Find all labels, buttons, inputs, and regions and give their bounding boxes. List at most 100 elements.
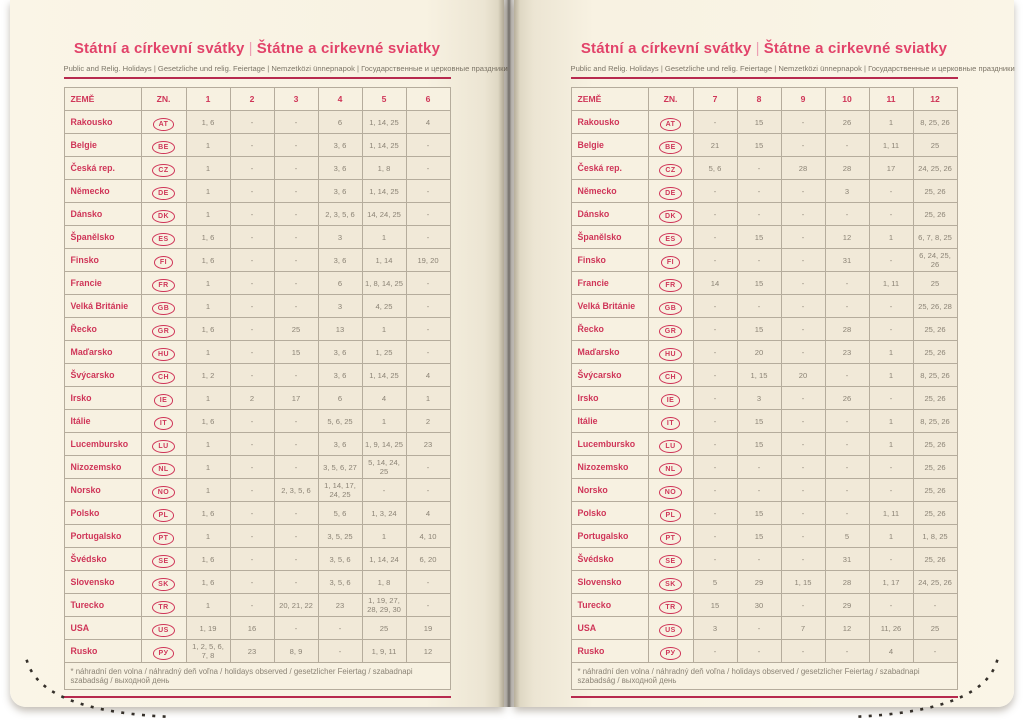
holiday-days-cell: - [824,478,870,502]
table-footnote-row: * náhradní den volna / náhradný deň voľn… [63,662,451,690]
country-name: USA [570,616,649,640]
holiday-days-cell: - [273,179,319,203]
country-name: Itálie [63,409,142,433]
holiday-days-cell: - [692,225,738,249]
country-code-cell: PL [140,501,187,525]
holiday-days-cell: 15 [692,593,738,617]
table-row: Lucembursko LU -15- -1 25, 26 [570,432,958,456]
holiday-days-cell: 3, 6 [317,156,363,180]
table-row: Turecko TR 1-20, 21, 22 23 1, 19, 27, 28, 29… [63,593,451,617]
holiday-days-cell: - [736,616,782,640]
country-code-badge: AT [659,118,682,132]
country-code-cell: IE [647,386,694,410]
country-name: Francie [63,271,142,295]
country-name: Belgie [63,133,142,157]
holiday-days-cell: 25 [912,271,958,295]
holiday-days-cell: - [317,616,363,640]
country-code-cell: DK [647,202,694,226]
country-code-badge: FR [659,279,682,293]
holiday-days-cell: 6, 24, 25, 26 [912,248,958,272]
holiday-days-cell: 24, 25, 26 [912,156,958,180]
holiday-days-cell: - [229,409,275,433]
holiday-days-cell: - [273,156,319,180]
holiday-days-cell: 1 [405,386,451,410]
holiday-days-cell: 25, 26 [912,179,958,203]
holiday-days-cell: - [229,501,275,525]
country-code-cell: HU [140,340,187,364]
holiday-days-cell: 5, 14, 24, 25 [361,455,407,479]
country-name: Norsko [570,478,649,502]
page-title-czech: Státní a církevní svátky [580,40,752,57]
country-code-cell: CZ [140,156,187,180]
holiday-days-cell: 6, 20 [405,547,451,571]
country-name: Nizozemsko [63,455,142,479]
holiday-days-cell: - [780,202,826,226]
holiday-days-cell: 15 [736,110,782,134]
holiday-days-cell: 5, 6, 25 [317,409,363,433]
holiday-days-cell: 6 [317,386,363,410]
table-row: Itálie IT -15- -1 8, 25, 26 [570,409,958,433]
country-name: Rakousko [570,110,649,134]
country-code-cell: IE [140,386,187,410]
holiday-days-cell: - [736,478,782,502]
holiday-days-cell: - [229,179,275,203]
country-code-badge: AT [152,118,175,132]
holiday-days-cell: - [405,455,451,479]
country-name: Nizozemsko [570,455,649,479]
holiday-days-cell: - [824,294,870,318]
country-code-cell: GR [140,317,187,341]
holiday-days-cell: - [824,501,870,525]
holiday-days-cell: 1 [361,317,407,341]
holiday-days-cell: - [780,639,826,663]
holiday-days-cell: 25, 26 [912,340,958,364]
holiday-days-cell: - [273,110,319,134]
holiday-days-cell: 1, 15 [736,363,782,387]
holiday-days-cell: 14, 24, 25 [361,202,407,226]
country-code-badge: ES [659,233,682,247]
holidays-table-second-half: ZEMĚ ZN. 7 8 9 10 11 12 Rakousko AT -15-26 1 8, 25, … [570,87,958,690]
holiday-days-cell: 2, 3, 5, 6 [317,202,363,226]
holiday-days-cell: 1, 8, 14, 25 [361,271,407,295]
country-code-cell: SE [647,547,694,571]
holiday-days-cell: 25 [912,616,958,640]
table-row: Slovensko SK 1, 6- -3, 5, 6 1, 8- [63,570,451,594]
table-row: Maďarsko HU -20-23 1 25, 26 [570,340,958,364]
country-code-badge: NO [658,486,683,500]
holiday-days-cell: 15 [736,225,782,249]
holiday-days-cell: - [692,524,738,548]
holiday-days-cell: 5, 6 [317,501,363,525]
holiday-days-cell: - [736,639,782,663]
holiday-days-cell: 3, 5, 6, 27 [317,455,363,479]
holiday-days-cell: - [780,110,826,134]
holiday-days-cell: 3, 6 [317,363,363,387]
holiday-days-cell: - [405,225,451,249]
country-code-cell: PT [647,524,694,548]
holiday-days-cell: - [317,639,363,663]
country-name: Irsko [570,386,649,410]
country-code-cell: AT [647,110,694,134]
country-name: Švýcarsko [63,363,142,387]
table-row: Irsko IE 1 2 17 6 4 1 [63,386,451,410]
holiday-days-cell: - [868,317,914,341]
holiday-days-cell: 1 [185,179,231,203]
holiday-days-cell: - [273,294,319,318]
holiday-days-cell: 4 [361,386,407,410]
holiday-days-cell: 5 [692,570,738,594]
holiday-days-cell: 1 [361,524,407,548]
holiday-days-cell: 8, 25, 26 [912,363,958,387]
holiday-days-cell: - [868,202,914,226]
table-row: Německo DE 1- -3, 6 1, 14, 25- [63,179,451,203]
country-code-cell: TR [647,593,694,617]
table-row: Portugalsko PT 1- -3, 5, 25 1 4, 10 [63,524,451,548]
country-code-badge: FI [153,256,174,270]
holiday-days-cell: - [780,225,826,249]
country-code-cell: US [140,616,187,640]
country-name: Rusko [570,639,649,663]
holiday-days-cell: 3, 6 [317,133,363,157]
footnote-text: * náhradní den volna / náhradný deň voľn… [570,662,958,690]
holiday-days-cell: - [405,133,451,157]
holiday-days-cell: - [273,248,319,272]
holiday-days-cell: 25 [273,317,319,341]
table-row: Belgie BE 21 15- -1, 11 25 [570,133,958,157]
